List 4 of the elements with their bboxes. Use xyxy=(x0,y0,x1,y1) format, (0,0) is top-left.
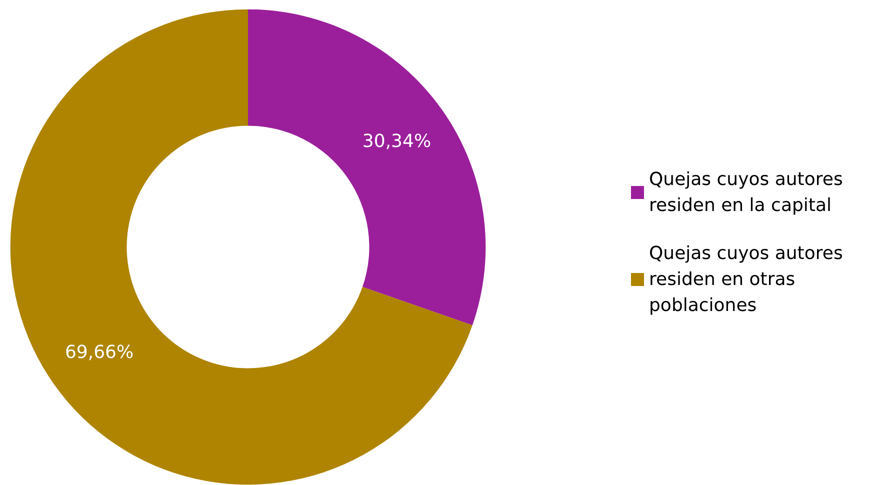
legend-label: Quejas cuyos autores residen en otras poblaciones xyxy=(649,243,849,316)
data-label: 69,66% xyxy=(64,342,134,364)
legend-label: Quejas cuyos autores residen en la capital xyxy=(649,169,849,216)
data-label: 30,34% xyxy=(362,130,432,152)
